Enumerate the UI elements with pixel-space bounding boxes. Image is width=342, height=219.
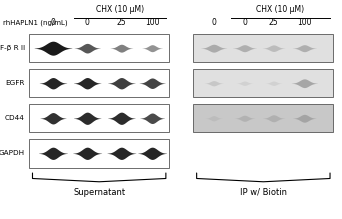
Text: CD44: CD44 [5,115,25,121]
Text: CHX (10 μM): CHX (10 μM) [256,5,304,14]
Text: GAPDH: GAPDH [0,150,25,156]
Text: 100: 100 [145,18,159,28]
Text: 0: 0 [85,18,90,28]
Text: CHX (10 μM): CHX (10 μM) [96,5,144,14]
Text: Supernatant: Supernatant [73,188,125,197]
Text: 0: 0 [211,18,216,28]
Bar [193,34,333,62]
Text: rhHAPLN1 (ng/mL): rhHAPLN1 (ng/mL) [3,20,68,26]
Text: 25: 25 [269,18,278,28]
Text: 0: 0 [51,18,55,28]
Bar [29,104,169,132]
Bar [29,139,169,168]
Bar [29,34,169,62]
Bar [193,69,333,97]
Text: 100: 100 [297,18,312,28]
Text: 0: 0 [242,18,247,28]
Text: TGF-β R II: TGF-β R II [0,45,25,51]
Text: EGFR: EGFR [5,80,25,86]
Text: 25: 25 [117,18,126,28]
Text: IP w/ Biotin: IP w/ Biotin [240,188,287,197]
Bar [193,104,333,132]
Bar [29,69,169,97]
